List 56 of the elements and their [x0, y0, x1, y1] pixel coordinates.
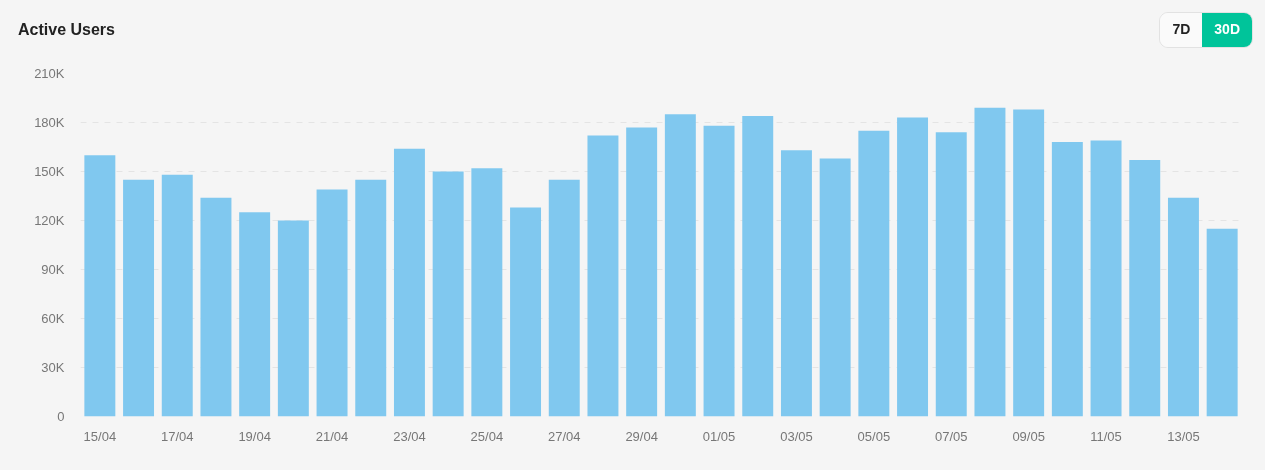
x-tick-label: 09/05 [1012, 428, 1045, 444]
x-tick-label: 29/04 [625, 428, 658, 444]
x-tick-label: 13/05 [1167, 428, 1200, 444]
y-tick-label: 180K [34, 115, 65, 130]
bar [239, 212, 271, 417]
y-tick-label: 90K [41, 262, 65, 277]
bar [897, 117, 929, 417]
y-tick-label: 30K [41, 360, 65, 375]
x-tick-label: 11/05 [1090, 428, 1122, 444]
bar [161, 174, 193, 417]
y-tick-label: 0 [57, 409, 65, 424]
bar [432, 171, 464, 417]
bar [355, 179, 387, 417]
button-label: 7D [1172, 20, 1191, 37]
bar [510, 207, 542, 417]
bar [1129, 160, 1161, 417]
bar [123, 179, 155, 417]
bar [664, 114, 696, 417]
x-tick-label: 25/04 [470, 428, 504, 444]
y-tick-label: 150K [34, 164, 65, 179]
bar [974, 107, 1006, 417]
bar [626, 127, 658, 417]
bar [935, 132, 967, 417]
bar [393, 148, 425, 417]
chart-title: Active Users [18, 21, 115, 39]
bar [1051, 142, 1083, 417]
y-tick-label: 60K [41, 311, 65, 326]
x-tick-label: 15/04 [83, 428, 117, 444]
x-tick-label: 01/05 [702, 428, 736, 444]
x-tick-label: 27/04 [547, 428, 581, 444]
bar [780, 150, 812, 417]
x-tick-label: 17/04 [160, 428, 194, 444]
bar [703, 125, 735, 417]
bar [277, 220, 309, 417]
bar [471, 168, 503, 417]
bar [1090, 140, 1122, 417]
y-tick-label: 120K [34, 213, 65, 228]
bar [1167, 197, 1199, 417]
bar [1206, 228, 1238, 417]
bar [84, 155, 116, 417]
x-tick-label: 21/04 [315, 428, 349, 444]
bar [587, 135, 619, 417]
x-tick-label: 23/04 [393, 428, 426, 444]
x-tick-label: 05/05 [857, 428, 891, 444]
x-tick-label: 03/05 [780, 428, 813, 444]
x-tick-label: 19/04 [238, 428, 271, 444]
bar [819, 158, 851, 417]
y-tick-label: 210K [34, 66, 65, 81]
bar [548, 179, 580, 417]
bar [858, 130, 890, 417]
bar [316, 189, 348, 417]
button-label: 30D [1214, 20, 1240, 37]
bar [200, 197, 232, 417]
bar [742, 115, 774, 417]
x-tick-label: 07/05 [934, 428, 968, 444]
bar [1013, 109, 1045, 417]
